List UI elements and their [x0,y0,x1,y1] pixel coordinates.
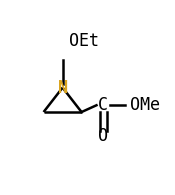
Text: O: O [98,128,108,145]
Text: N: N [58,79,68,97]
Text: OEt: OEt [69,32,99,50]
Text: C: C [98,96,108,114]
Text: OMe: OMe [130,96,160,114]
